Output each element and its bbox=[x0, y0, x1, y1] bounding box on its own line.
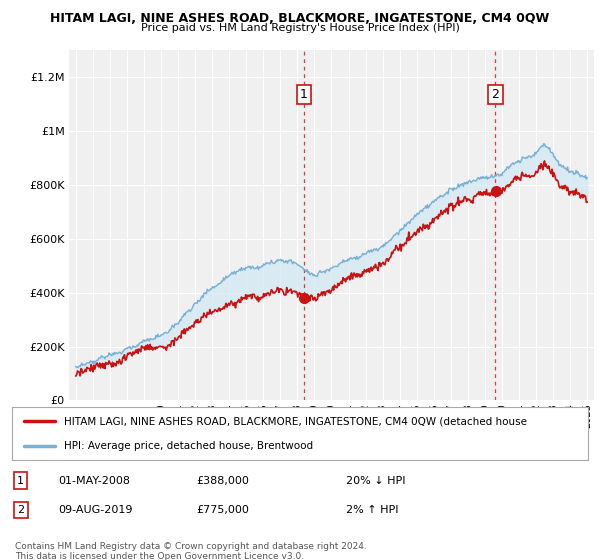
Text: 2: 2 bbox=[491, 88, 499, 101]
Text: HITAM LAGI, NINE ASHES ROAD, BLACKMORE, INGATESTONE, CM4 0QW (detached house: HITAM LAGI, NINE ASHES ROAD, BLACKMORE, … bbox=[64, 417, 527, 427]
Text: £388,000: £388,000 bbox=[196, 476, 249, 486]
Text: £775,000: £775,000 bbox=[196, 505, 249, 515]
Text: 20% ↓ HPI: 20% ↓ HPI bbox=[346, 476, 406, 486]
Text: 01-MAY-2008: 01-MAY-2008 bbox=[58, 476, 130, 486]
Text: Price paid vs. HM Land Registry's House Price Index (HPI): Price paid vs. HM Land Registry's House … bbox=[140, 23, 460, 33]
Text: 2% ↑ HPI: 2% ↑ HPI bbox=[346, 505, 398, 515]
Text: 2: 2 bbox=[17, 505, 24, 515]
Text: 1: 1 bbox=[300, 88, 308, 101]
Text: Contains HM Land Registry data © Crown copyright and database right 2024.
This d: Contains HM Land Registry data © Crown c… bbox=[15, 542, 367, 560]
Text: 1: 1 bbox=[17, 476, 24, 486]
Text: HPI: Average price, detached house, Brentwood: HPI: Average price, detached house, Bren… bbox=[64, 441, 313, 451]
Text: HITAM LAGI, NINE ASHES ROAD, BLACKMORE, INGATESTONE, CM4 0QW: HITAM LAGI, NINE ASHES ROAD, BLACKMORE, … bbox=[50, 12, 550, 25]
Text: 09-AUG-2019: 09-AUG-2019 bbox=[58, 505, 133, 515]
